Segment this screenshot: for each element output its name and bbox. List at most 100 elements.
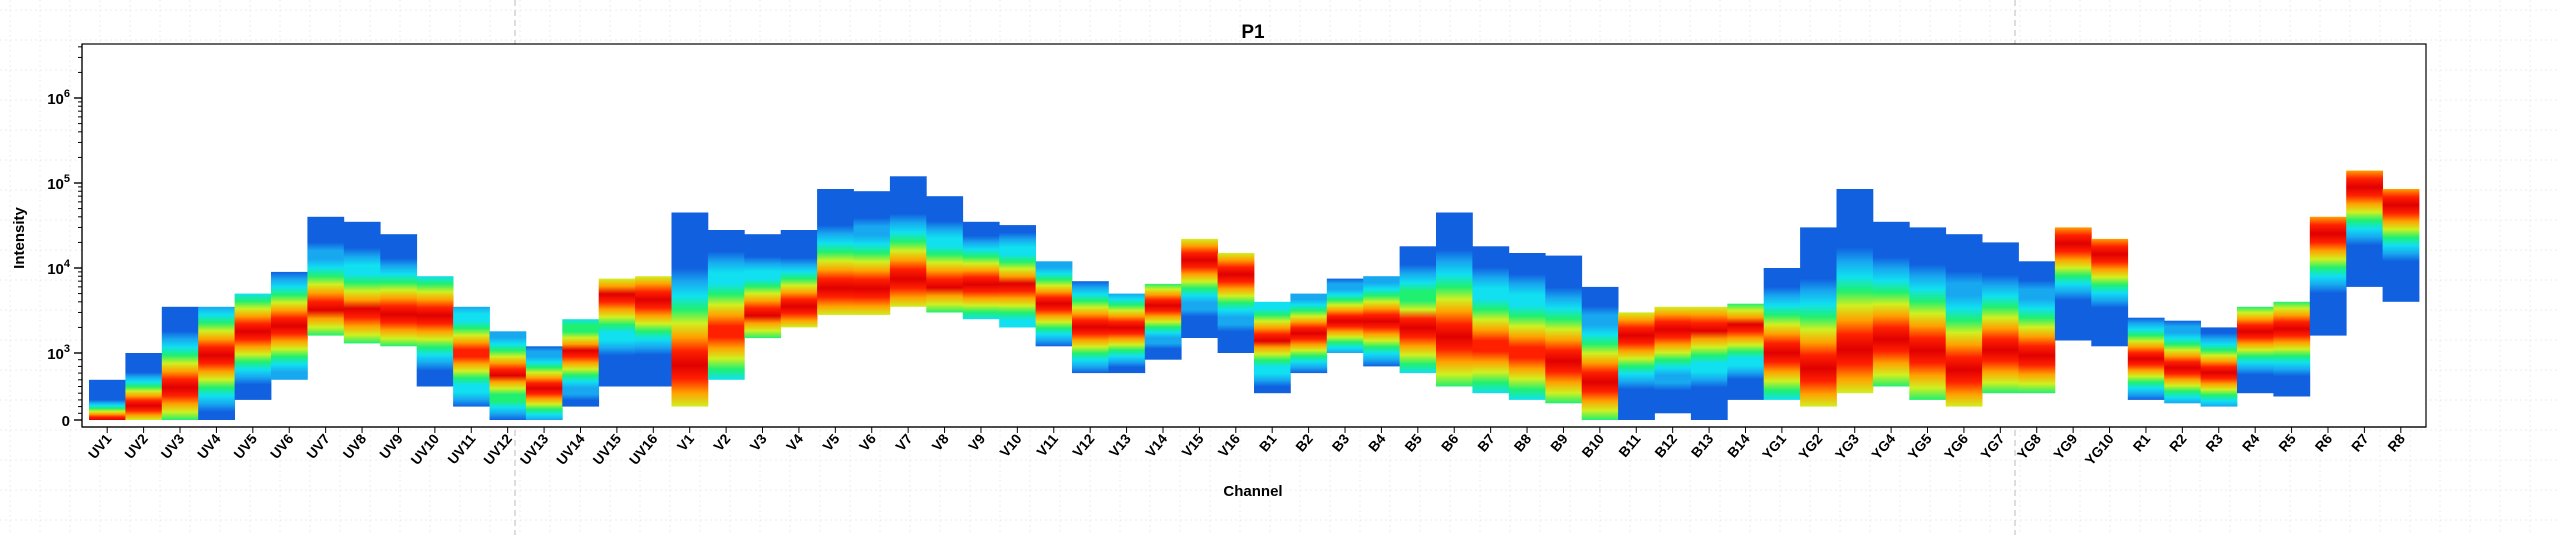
x-tick-label: V16 — [1215, 430, 1243, 460]
x-tick-label: YG2 — [1795, 430, 1825, 462]
heatmap-column-v6 — [853, 191, 891, 315]
x-tick-label: UV4 — [194, 430, 224, 461]
heatmap-column-uv2 — [125, 353, 163, 420]
heatmap-column-yg9 — [2054, 227, 2092, 341]
heatmap-columns — [89, 170, 2420, 420]
x-tick-label: UV10 — [407, 430, 442, 467]
x-tick-label: V3 — [747, 430, 770, 454]
heatmap-column-v8 — [926, 196, 964, 313]
x-tick-label: B14 — [1724, 430, 1753, 460]
x-tick-label: UV5 — [230, 430, 260, 461]
x-axis-label: Channel — [1223, 483, 1282, 500]
heatmap-column-b14 — [1727, 303, 1765, 400]
heatmap-column-b13 — [1690, 306, 1728, 420]
x-tick-label: UV3 — [158, 430, 188, 461]
y-tick-label: 106 — [47, 88, 70, 108]
heatmap-column-uv1 — [89, 379, 126, 420]
heatmap-column-r5 — [2273, 301, 2311, 397]
heatmap-column-uv9 — [380, 234, 418, 347]
heatmap-column-v13 — [1108, 293, 1146, 374]
x-tick-label: UV14 — [553, 430, 588, 467]
x-tick-label: B13 — [1688, 430, 1717, 460]
x-tick-label: B7 — [1474, 430, 1498, 454]
heatmap-column-v3 — [744, 234, 782, 339]
x-tick-label: UV7 — [303, 430, 333, 461]
heatmap-column-yg3 — [1836, 189, 1874, 394]
heatmap-column-v1 — [671, 212, 709, 407]
heatmap-column-uv7 — [307, 216, 345, 336]
x-tick-label: V6 — [856, 430, 879, 454]
y-tick-label: 0 — [62, 413, 70, 430]
heatmap-column-yg2 — [1800, 227, 1837, 407]
x-tick-label: V11 — [1033, 430, 1061, 459]
heatmap-column-v5 — [817, 189, 854, 315]
x-axis: UV1 UV2 UV3 UV4 UV5 UV6 UV7 UV8 UV9 UV10 UV11 UV12 U… — [82, 426, 2426, 468]
heatmap-column-uv12 — [489, 331, 527, 420]
x-tick-label: R3 — [2202, 430, 2226, 454]
heatmap-column-r6 — [2309, 216, 2347, 336]
heatmap-column-r1 — [2127, 317, 2165, 400]
x-tick-label: UV6 — [267, 430, 297, 461]
heatmap-column-r8 — [2382, 189, 2420, 302]
heatmap-column-b8 — [1508, 253, 1546, 400]
x-tick-label: V15 — [1178, 430, 1206, 460]
x-tick-label: UV12 — [480, 430, 515, 467]
y-tick-label: 103 — [47, 343, 70, 363]
heatmap-column-b12 — [1654, 306, 1692, 414]
heatmap-column-v2 — [707, 230, 745, 380]
heatmap-column-uv16 — [635, 276, 672, 387]
heatmap-column-b2 — [1290, 293, 1328, 374]
x-tick-label: R7 — [2348, 430, 2372, 454]
heatmap-column-uv14 — [562, 319, 600, 407]
x-tick-label: B11 — [1615, 430, 1643, 460]
heatmap-column-yg1 — [1763, 268, 1801, 400]
heatmap-column-v15 — [1181, 238, 1218, 338]
x-tick-label: YG3 — [1832, 430, 1862, 462]
heatmap-column-r3 — [2200, 327, 2238, 407]
y-tick-label: 104 — [47, 258, 71, 278]
heatmap-column-uv15 — [598, 278, 636, 387]
y-tick-label: 105 — [47, 173, 70, 193]
heatmap-column-uv10 — [416, 276, 454, 387]
x-tick-label: B1 — [1256, 430, 1280, 454]
heatmap-column-b5 — [1399, 246, 1437, 374]
heatmap-column-b4 — [1363, 276, 1400, 367]
x-tick-label: B5 — [1401, 430, 1425, 454]
x-tick-label: V7 — [892, 430, 915, 454]
heatmap-column-uv4 — [198, 306, 235, 420]
x-tick-label: YG4 — [1868, 430, 1898, 462]
x-tick-label: R8 — [2384, 430, 2408, 454]
heatmap-column-v14 — [1144, 283, 1182, 360]
x-tick-label: UV11 — [444, 430, 478, 467]
x-tick-label: R6 — [2312, 430, 2336, 454]
x-tick-label: V8 — [929, 430, 952, 454]
heatmap-column-b3 — [1326, 278, 1364, 353]
x-tick-label: UV2 — [121, 430, 151, 461]
heatmap-column-v9 — [962, 221, 1000, 320]
heatmap-column-uv3 — [161, 306, 199, 420]
x-tick-label: B12 — [1651, 430, 1680, 460]
heatmap-column-b7 — [1472, 246, 1510, 394]
x-tick-label: V5 — [819, 430, 842, 454]
x-tick-label: B4 — [1365, 430, 1389, 454]
heatmap-column-v4 — [780, 230, 818, 328]
x-tick-label: YG9 — [2050, 430, 2080, 462]
heatmap-column-v10 — [999, 225, 1036, 328]
x-tick-label: V14 — [1142, 430, 1170, 460]
x-tick-label: B6 — [1438, 430, 1462, 454]
x-tick-label: V9 — [965, 430, 988, 454]
chart-title: P1 — [1241, 22, 1265, 43]
x-tick-label: YG8 — [2014, 430, 2044, 462]
heatmap-column-v11 — [1035, 261, 1073, 347]
heatmap-column-uv5 — [234, 293, 272, 400]
x-tick-label: B2 — [1292, 430, 1316, 454]
x-tick-label: UV1 — [85, 430, 115, 461]
heatmap-column-r2 — [2164, 320, 2201, 404]
heatmap-column-uv8 — [343, 221, 381, 344]
x-tick-label: UV8 — [340, 430, 370, 461]
x-tick-label: YG1 — [1759, 430, 1789, 462]
x-tick-label: V10 — [996, 430, 1024, 460]
x-tick-label: V13 — [1106, 430, 1134, 460]
heatmap-column-b9 — [1545, 255, 1583, 404]
